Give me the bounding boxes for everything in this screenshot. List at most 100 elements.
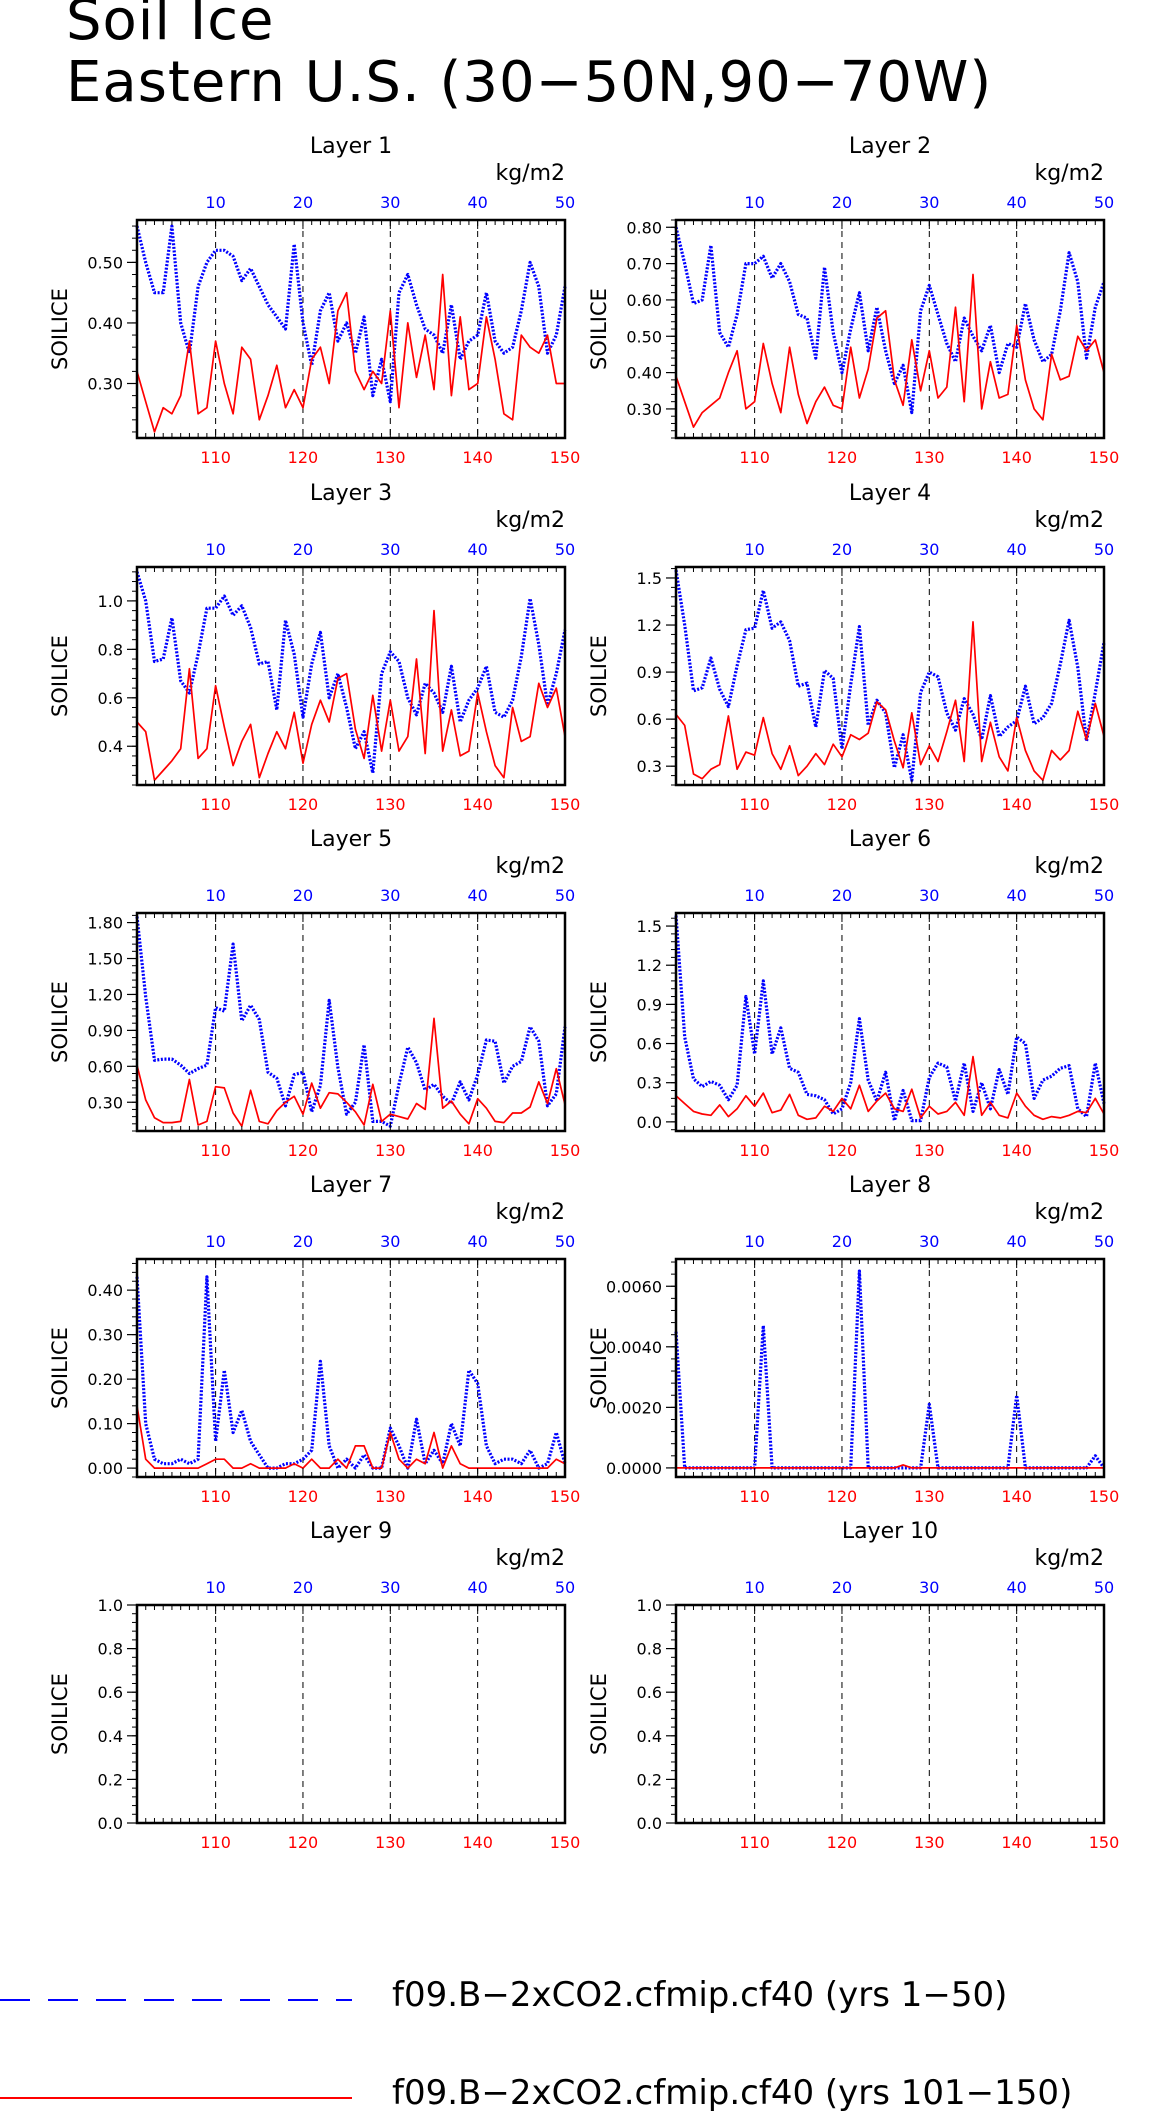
y-tick-label: 0.9 <box>637 995 662 1014</box>
x2-tick-label: 20 <box>293 1232 313 1251</box>
chart-title: Layer 7 <box>310 1173 392 1198</box>
x-tick-label: 130 <box>375 1487 406 1506</box>
y-tick-label: 0.70 <box>626 255 662 274</box>
x2-tick-label: 30 <box>380 886 400 905</box>
x-tick-label: 140 <box>462 1833 493 1852</box>
y-tick-label: 0.0 <box>637 1814 662 1833</box>
x2-tick-label: 40 <box>1006 1578 1026 1597</box>
x-tick-label: 130 <box>375 1833 406 1852</box>
chart-panel-7: Layer 7 kg/m2 110 120 130 140 150 10 20 30 40 50 0.0… <box>48 1173 580 1506</box>
x-tick-label: 130 <box>375 1141 406 1160</box>
x2-tick-label: 20 <box>293 193 313 212</box>
x2-tick-label: 50 <box>555 540 575 559</box>
y-tick-label: 1.0 <box>98 1596 123 1615</box>
x-tick-label: 140 <box>1001 795 1032 814</box>
x2-tick-label: 50 <box>555 886 575 905</box>
x2-tick-label: 30 <box>919 193 939 212</box>
y-tick-label: 1.50 <box>87 950 123 969</box>
x2-tick-label: 40 <box>1006 886 1026 905</box>
x-tick-label: 120 <box>827 1141 858 1160</box>
series-line-2 <box>675 273 1105 428</box>
x2-tick-label: 40 <box>1006 193 1026 212</box>
y-tick-label: 0.3 <box>637 1074 662 1093</box>
y-tick-label: 0.20 <box>87 1370 123 1389</box>
x-tick-label: 110 <box>739 1833 770 1852</box>
top-axis-unit: kg/m2 <box>1034 1546 1104 1571</box>
series-line-1 <box>135 571 567 775</box>
chart-panel-2: Layer 2 kg/m2 110 120 130 140 150 10 20 30 40 50 0.3… <box>587 134 1119 467</box>
chart-title: Layer 2 <box>849 134 931 159</box>
x-tick-label: 140 <box>1001 1487 1032 1506</box>
y-tick-label: 0.6 <box>98 689 123 708</box>
x-tick-label: 120 <box>288 448 319 467</box>
series-line-2 <box>136 1017 566 1128</box>
plot-frame <box>135 1257 567 1479</box>
y-tick-label: 0.30 <box>626 400 662 419</box>
x-tick-label: 110 <box>200 448 231 467</box>
y-tick-label: 0.60 <box>87 1057 123 1076</box>
x-tick-label: 120 <box>827 1487 858 1506</box>
plot-frame <box>135 218 567 440</box>
x-tick-label: 130 <box>914 1141 945 1160</box>
plot-frame <box>674 911 1106 1133</box>
x2-tick-label: 20 <box>832 193 852 212</box>
y-tick-label: 0.60 <box>626 291 662 310</box>
x2-tick-label: 20 <box>832 1578 852 1597</box>
x2-tick-label: 50 <box>1094 193 1114 212</box>
y-axis-label: SOILICE <box>48 1673 72 1755</box>
y-tick-label: 0.8 <box>98 1640 123 1659</box>
x-tick-label: 140 <box>462 795 493 814</box>
y-tick-label: 0.0060 <box>606 1277 662 1296</box>
series-line-2 <box>136 273 565 433</box>
series-line-1 <box>135 1275 567 1470</box>
chart-panel-1: Layer 1 kg/m2 110 120 130 140 150 10 20 30 40 50 0.3… <box>48 134 580 467</box>
x-tick-label: 110 <box>200 1487 231 1506</box>
plot-frame <box>135 911 567 1133</box>
y-tick-label: 0.90 <box>87 1021 123 1040</box>
series-line-2 <box>136 609 566 782</box>
y-tick-label: 0.40 <box>87 314 123 333</box>
y-axis-label: SOILICE <box>587 288 611 370</box>
y-axis-label: SOILICE <box>48 288 72 370</box>
x2-tick-label: 20 <box>832 1232 852 1251</box>
y-tick-label: 0.0 <box>637 1113 662 1132</box>
y-tick-label: 0.40 <box>87 1281 123 1300</box>
y-tick-label: 1.2 <box>637 956 662 975</box>
x2-tick-label: 10 <box>205 1578 225 1597</box>
chart-title: Layer 9 <box>310 1519 392 1544</box>
x2-tick-label: 50 <box>1094 886 1114 905</box>
chart-panel-4: Layer 4 kg/m2 110 120 130 140 150 10 20 30 40 50 0.3… <box>587 481 1119 814</box>
x-tick-label: 120 <box>288 1141 319 1160</box>
y-axis-label: SOILICE <box>48 981 72 1063</box>
series-line-2 <box>675 621 1105 782</box>
x-tick-label: 140 <box>462 1141 493 1160</box>
legend-label-series2: f09.B−2xCO2.cfmip.cf40 (yrs 101−150) <box>392 2073 1073 2113</box>
x2-tick-label: 30 <box>919 1578 939 1597</box>
x-tick-label: 140 <box>1001 1141 1032 1160</box>
charts-grid: Layer 1 kg/m2 110 120 130 140 150 10 20 30 40 50 0.3… <box>48 134 1119 1852</box>
y-tick-label: 0.0040 <box>606 1338 662 1357</box>
series-line-2 <box>675 1055 1105 1121</box>
x-tick-label: 130 <box>914 795 945 814</box>
x-tick-label: 150 <box>550 1487 581 1506</box>
chart-title: Layer 6 <box>849 827 931 852</box>
x2-tick-label: 40 <box>1006 540 1026 559</box>
x2-tick-label: 50 <box>1094 1578 1114 1597</box>
y-tick-label: 0.9 <box>637 663 662 682</box>
x2-tick-label: 30 <box>380 193 400 212</box>
x2-tick-label: 50 <box>1094 1232 1114 1251</box>
x2-tick-label: 30 <box>380 540 400 559</box>
y-tick-label: 1.5 <box>637 917 662 936</box>
x2-tick-label: 10 <box>205 193 225 212</box>
y-tick-label: 0.10 <box>87 1415 123 1434</box>
x-tick-label: 110 <box>200 1141 231 1160</box>
chart-panel-3: Layer 3 kg/m2 110 120 130 140 150 10 20 30 40 50 0.4… <box>48 481 580 814</box>
x2-tick-label: 30 <box>919 540 939 559</box>
series-line-2 <box>136 1405 566 1469</box>
y-tick-label: 0.2 <box>98 1770 123 1789</box>
y-tick-label: 1.0 <box>637 1596 662 1615</box>
x2-tick-label: 10 <box>744 193 764 212</box>
x2-tick-label: 40 <box>1006 1232 1026 1251</box>
chart-title: Layer 1 <box>310 134 392 159</box>
y-tick-label: 0.6 <box>637 710 662 729</box>
